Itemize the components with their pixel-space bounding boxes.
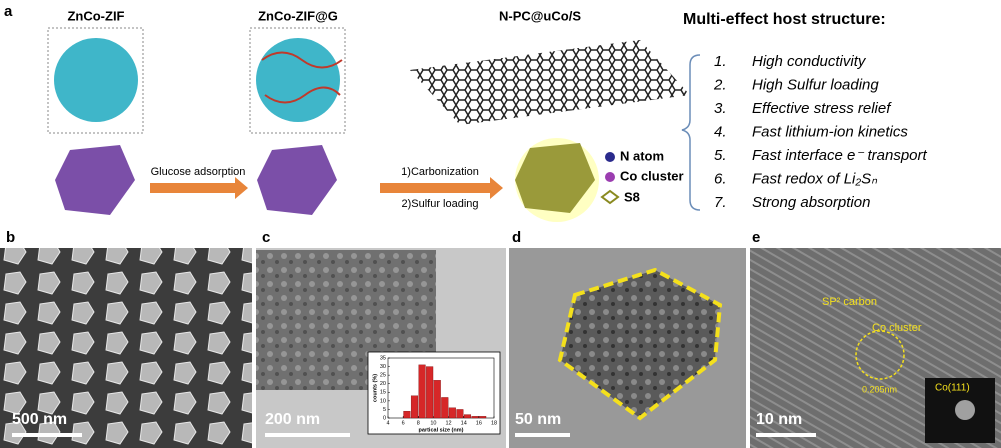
legend-label: S8 [624,189,640,204]
property-text: Fast interface e⁻ transport [752,147,927,164]
y-axis-label: counts (%) [372,374,378,402]
arrow-label: 1)Carbonization [401,166,479,178]
structure-title: ZnCo-ZIF@G [258,8,338,23]
annotation: Co cluster [872,322,922,334]
annotation: SP² carbon [822,296,877,308]
histogram-bar [433,380,441,419]
y-tick-label: 35 [380,355,386,361]
y-tick-label: 15 [380,390,386,396]
property-number: 7. [714,194,727,211]
property-number: 2. [713,76,727,93]
annotation: 0.205nm [862,384,897,394]
histogram-bar [426,366,434,419]
y-tick-label: 25 [380,373,386,379]
x-tick-label: 14 [461,420,467,426]
x-tick-label: 18 [491,420,497,426]
property-number: 5. [714,147,727,164]
histogram-bar [471,416,479,419]
panel-label: a [4,3,13,20]
x-tick-label: 6 [402,420,405,426]
scale-bar-label: 10 nm [756,411,802,428]
structure-title: N-PC@uCo/S [499,8,581,23]
illustration-a [47,27,701,222]
histogram-bar [441,397,449,419]
histogram-bar [410,395,419,419]
histogram-bar [456,409,464,419]
x-tick-label: 12 [446,420,452,426]
property-text: Fast lithium-ion kinetics [752,123,908,140]
particle-outline [557,267,723,421]
property-text: Strong absorption [752,194,870,211]
y-tick-label: 20 [380,381,386,387]
x-tick-label: 10 [430,420,436,426]
property-text: Fast redox of Li₂Sₙ [752,170,878,187]
co-cluster-ring [855,330,905,380]
panel-label: b [6,229,15,246]
y-tick-label: 5 [383,407,386,413]
host-title: Multi-effect host structure: [683,11,886,28]
annotation: Co(111) [935,383,970,394]
arrow-label: Glucose adsorption [151,166,246,178]
scale-bar-label: 200 nm [265,411,320,428]
x-tick-label: 16 [476,420,482,426]
x-tick-label: 4 [386,420,389,426]
legend-label: Co cluster [620,168,684,183]
property-number: 1. [714,53,727,70]
structure-title: ZnCo-ZIF [67,8,124,23]
scale-bar-label: 500 nm [12,411,67,428]
scale-bar [756,433,816,437]
y-tick-label: 10 [380,398,386,404]
panel-label: d [512,229,521,246]
histogram-bar [463,414,472,419]
histogram-bar [418,364,426,419]
legend-label: N atom [620,148,664,163]
scale-bar-label: 50 nm [515,411,561,428]
property-number: 6. [714,170,727,187]
arrow-label: 2)Sulfur loading [401,198,478,210]
x-axis-label: partical size (nm) [419,427,464,433]
scale-bar [515,433,570,437]
panel-label: e [752,229,760,246]
property-text: High Sulfur loading [752,76,879,93]
property-number: 4. [714,123,727,140]
x-tick-label: 8 [417,420,420,426]
y-tick-label: 0 [383,415,386,421]
histogram-bar [403,410,411,419]
scale-bar [265,433,350,437]
scale-bar [12,433,82,437]
panel-label: c [262,229,270,246]
histogram-bar [479,416,487,419]
plot-frame [387,357,495,419]
sem-image [0,248,252,448]
property-number: 3. [714,100,727,117]
saed-spot [955,400,975,420]
property-text: High conductivity [752,53,867,70]
property-text: Effective stress relief [752,100,892,117]
histogram-bar [448,407,456,419]
y-tick-label: 30 [380,364,386,370]
